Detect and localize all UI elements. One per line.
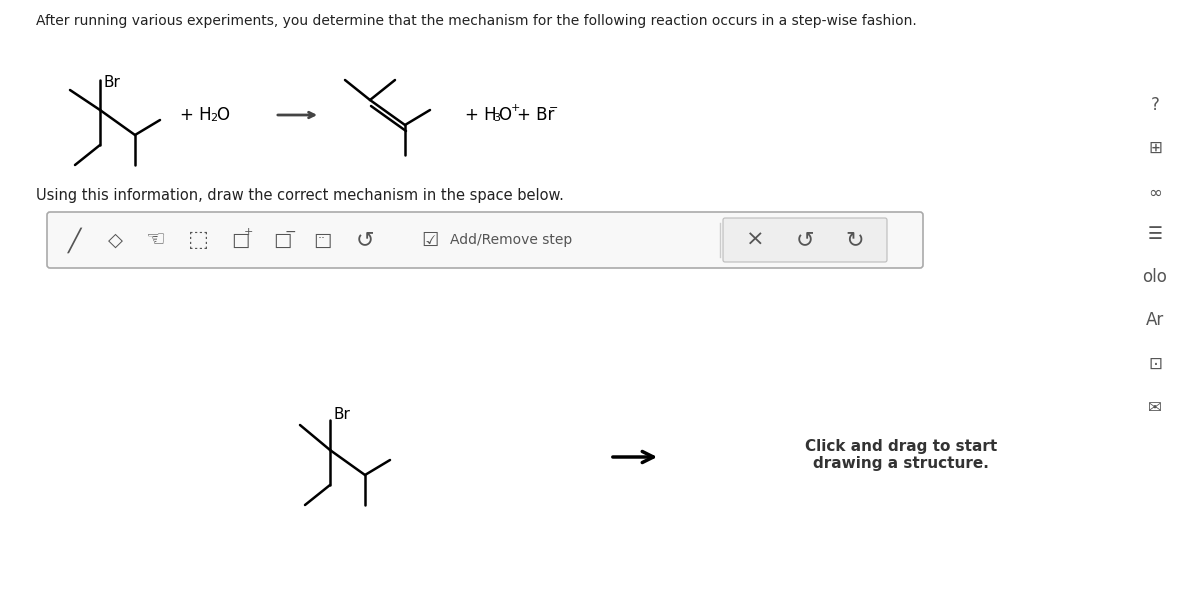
Text: ⊞: ⊞	[1148, 139, 1162, 157]
Text: ↺: ↺	[796, 230, 815, 250]
Text: + H: + H	[180, 106, 211, 124]
Text: After running various experiments, you determine that the mechanism for the foll: After running various experiments, you d…	[36, 14, 917, 28]
Text: ⊡: ⊡	[1148, 355, 1162, 373]
Text: 3: 3	[493, 113, 500, 123]
Text: □: □	[272, 230, 292, 250]
Text: Click and drag to start
drawing a structure.: Click and drag to start drawing a struct…	[805, 439, 997, 471]
Text: O: O	[498, 106, 511, 124]
Text: ◇: ◇	[108, 230, 122, 250]
Text: Using this information, draw the correct mechanism in the space below.: Using this information, draw the correct…	[36, 188, 564, 203]
Text: ↺: ↺	[355, 230, 374, 250]
Text: +: +	[244, 227, 253, 237]
Text: +: +	[511, 103, 521, 113]
Text: 2: 2	[210, 113, 217, 123]
Text: Ar: Ar	[1146, 311, 1164, 329]
Text: −: −	[284, 225, 296, 239]
Text: + Br: + Br	[517, 106, 554, 124]
Text: ↻: ↻	[846, 230, 864, 250]
Text: ☰: ☰	[1147, 225, 1163, 243]
Text: ⬚: ⬚	[187, 230, 209, 250]
Text: ☜: ☜	[145, 230, 166, 250]
Text: Br: Br	[103, 75, 120, 90]
Text: + H: + H	[466, 106, 497, 124]
Text: ··: ··	[318, 233, 326, 246]
Text: ×: ×	[745, 230, 764, 250]
Text: □: □	[230, 230, 250, 250]
Text: Add/Remove step: Add/Remove step	[450, 233, 572, 247]
Text: −: −	[550, 103, 558, 113]
Text: O: O	[216, 106, 229, 124]
Text: olo: olo	[1142, 268, 1168, 286]
Text: ✉: ✉	[1148, 399, 1162, 417]
Text: □: □	[313, 230, 331, 250]
Text: ╱: ╱	[68, 227, 82, 253]
FancyBboxPatch shape	[47, 212, 923, 268]
Text: Br: Br	[334, 407, 350, 422]
FancyBboxPatch shape	[724, 218, 887, 262]
Text: ?: ?	[1151, 96, 1159, 114]
Text: ∞: ∞	[1148, 184, 1162, 202]
Text: ☑: ☑	[421, 230, 439, 250]
